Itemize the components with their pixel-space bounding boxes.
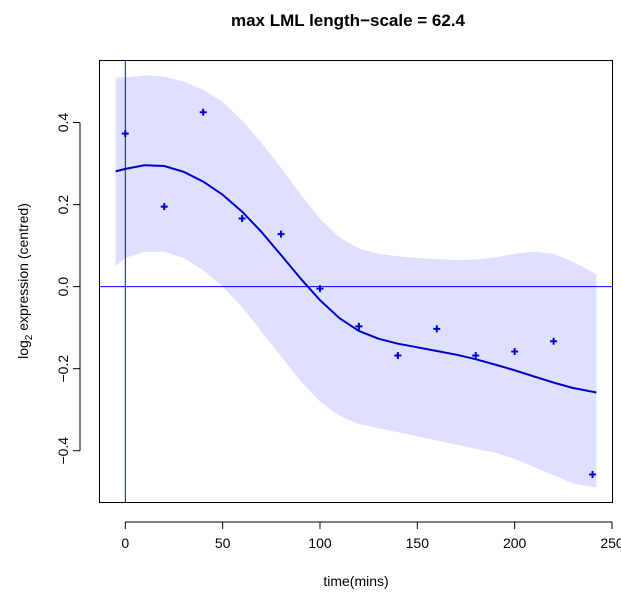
plot-frame [99, 60, 613, 503]
y-axis-label: log2 expression (centred) [15, 203, 35, 359]
data-point [472, 352, 480, 360]
mean-curve [115, 164, 597, 394]
confidence-band [115, 75, 597, 488]
data-point [277, 230, 285, 238]
x-axis-label: time(mins) [323, 573, 388, 589]
data-point [511, 347, 519, 355]
mean-curve-layer [115, 164, 597, 394]
data-point [355, 322, 363, 330]
chart-title: max LML length−scale = 62.4 [231, 11, 466, 30]
y-axis-label-suffix: expression (centred) [15, 203, 31, 335]
y-tick-label: 0.0 [55, 277, 71, 297]
x-tick-label: 100 [308, 535, 332, 551]
y-axis: −0.4 −0.2 0.0 0.2 0.4 [55, 113, 81, 465]
x-tick-label: 50 [215, 535, 231, 551]
data-point [121, 130, 129, 138]
data-point [238, 215, 246, 223]
data-point [589, 471, 597, 479]
x-tick-label: 150 [406, 535, 430, 551]
y-axis-label-subscript: 2 [24, 334, 35, 340]
x-tick-label: 200 [503, 535, 527, 551]
y-tick-label: −0.4 [55, 437, 71, 465]
y-tick-label: 0.4 [55, 113, 71, 133]
data-point [394, 352, 402, 360]
data-point [433, 325, 441, 333]
x-axis: 0 50 100 150 200 250 [121, 521, 621, 551]
y-tick-label: 0.2 [55, 195, 71, 215]
data-point [160, 203, 168, 211]
y-tick-label: −0.2 [55, 355, 71, 383]
data-point [199, 108, 207, 116]
x-tick-label: 250 [600, 535, 621, 551]
confidence-band-layer [115, 75, 597, 488]
data-points-layer [121, 108, 597, 479]
y-axis-label-prefix: log [15, 340, 31, 359]
data-point [550, 337, 558, 345]
data-point [316, 285, 324, 293]
x-tick-label: 0 [121, 535, 129, 551]
